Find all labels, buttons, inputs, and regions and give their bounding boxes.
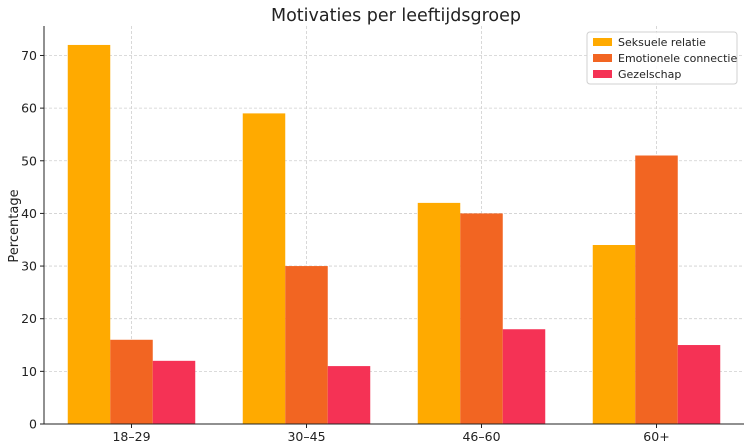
bar (417, 202, 461, 424)
x-tick-label: 30–45 (287, 429, 325, 444)
legend-box (586, 31, 738, 85)
y-axis-title: Percentage (7, 189, 22, 262)
y-tick-label: 40 (21, 206, 37, 221)
bar (635, 155, 678, 424)
y-tick-label: 70 (21, 48, 37, 63)
legend-swatch (593, 38, 612, 46)
y-tick-label: 20 (21, 311, 37, 326)
axes (43, 26, 744, 425)
bar (285, 266, 328, 424)
x-tick-label: 18–29 (112, 429, 150, 444)
bar (460, 213, 503, 424)
legend-label: Emotionele connectie (618, 52, 737, 65)
legend: Seksuele relatie Emotionele connectie Geze… (586, 31, 738, 85)
bar (242, 113, 286, 424)
bar (327, 366, 371, 424)
bar (152, 360, 196, 424)
legend-label: Gezelschap (618, 68, 681, 81)
legend-label: Seksuele relatie (618, 36, 706, 49)
bar (502, 329, 546, 424)
y-tick-label: 60 (21, 101, 37, 116)
bar (677, 345, 721, 424)
chart-title: Motivaties per leeftijdsgroep (271, 6, 521, 26)
y-tick-label: 10 (21, 364, 37, 379)
bar (592, 245, 636, 424)
grid (44, 26, 744, 425)
y-tick-label: 0 (29, 417, 37, 432)
bar (67, 44, 111, 424)
bar (110, 339, 153, 424)
x-ticks: 18–29 30–45 46–60 60+ (112, 424, 670, 444)
y-tick-label: 30 (21, 259, 37, 274)
x-tick-label: 60+ (643, 429, 669, 444)
x-tick-label: 46–60 (462, 429, 500, 444)
y-ticks: 0 10 20 30 40 50 60 70 (21, 48, 44, 432)
legend-swatch (593, 54, 612, 62)
legend-swatch (593, 70, 612, 78)
y-tick-label: 50 (21, 153, 37, 168)
bars (67, 44, 721, 424)
